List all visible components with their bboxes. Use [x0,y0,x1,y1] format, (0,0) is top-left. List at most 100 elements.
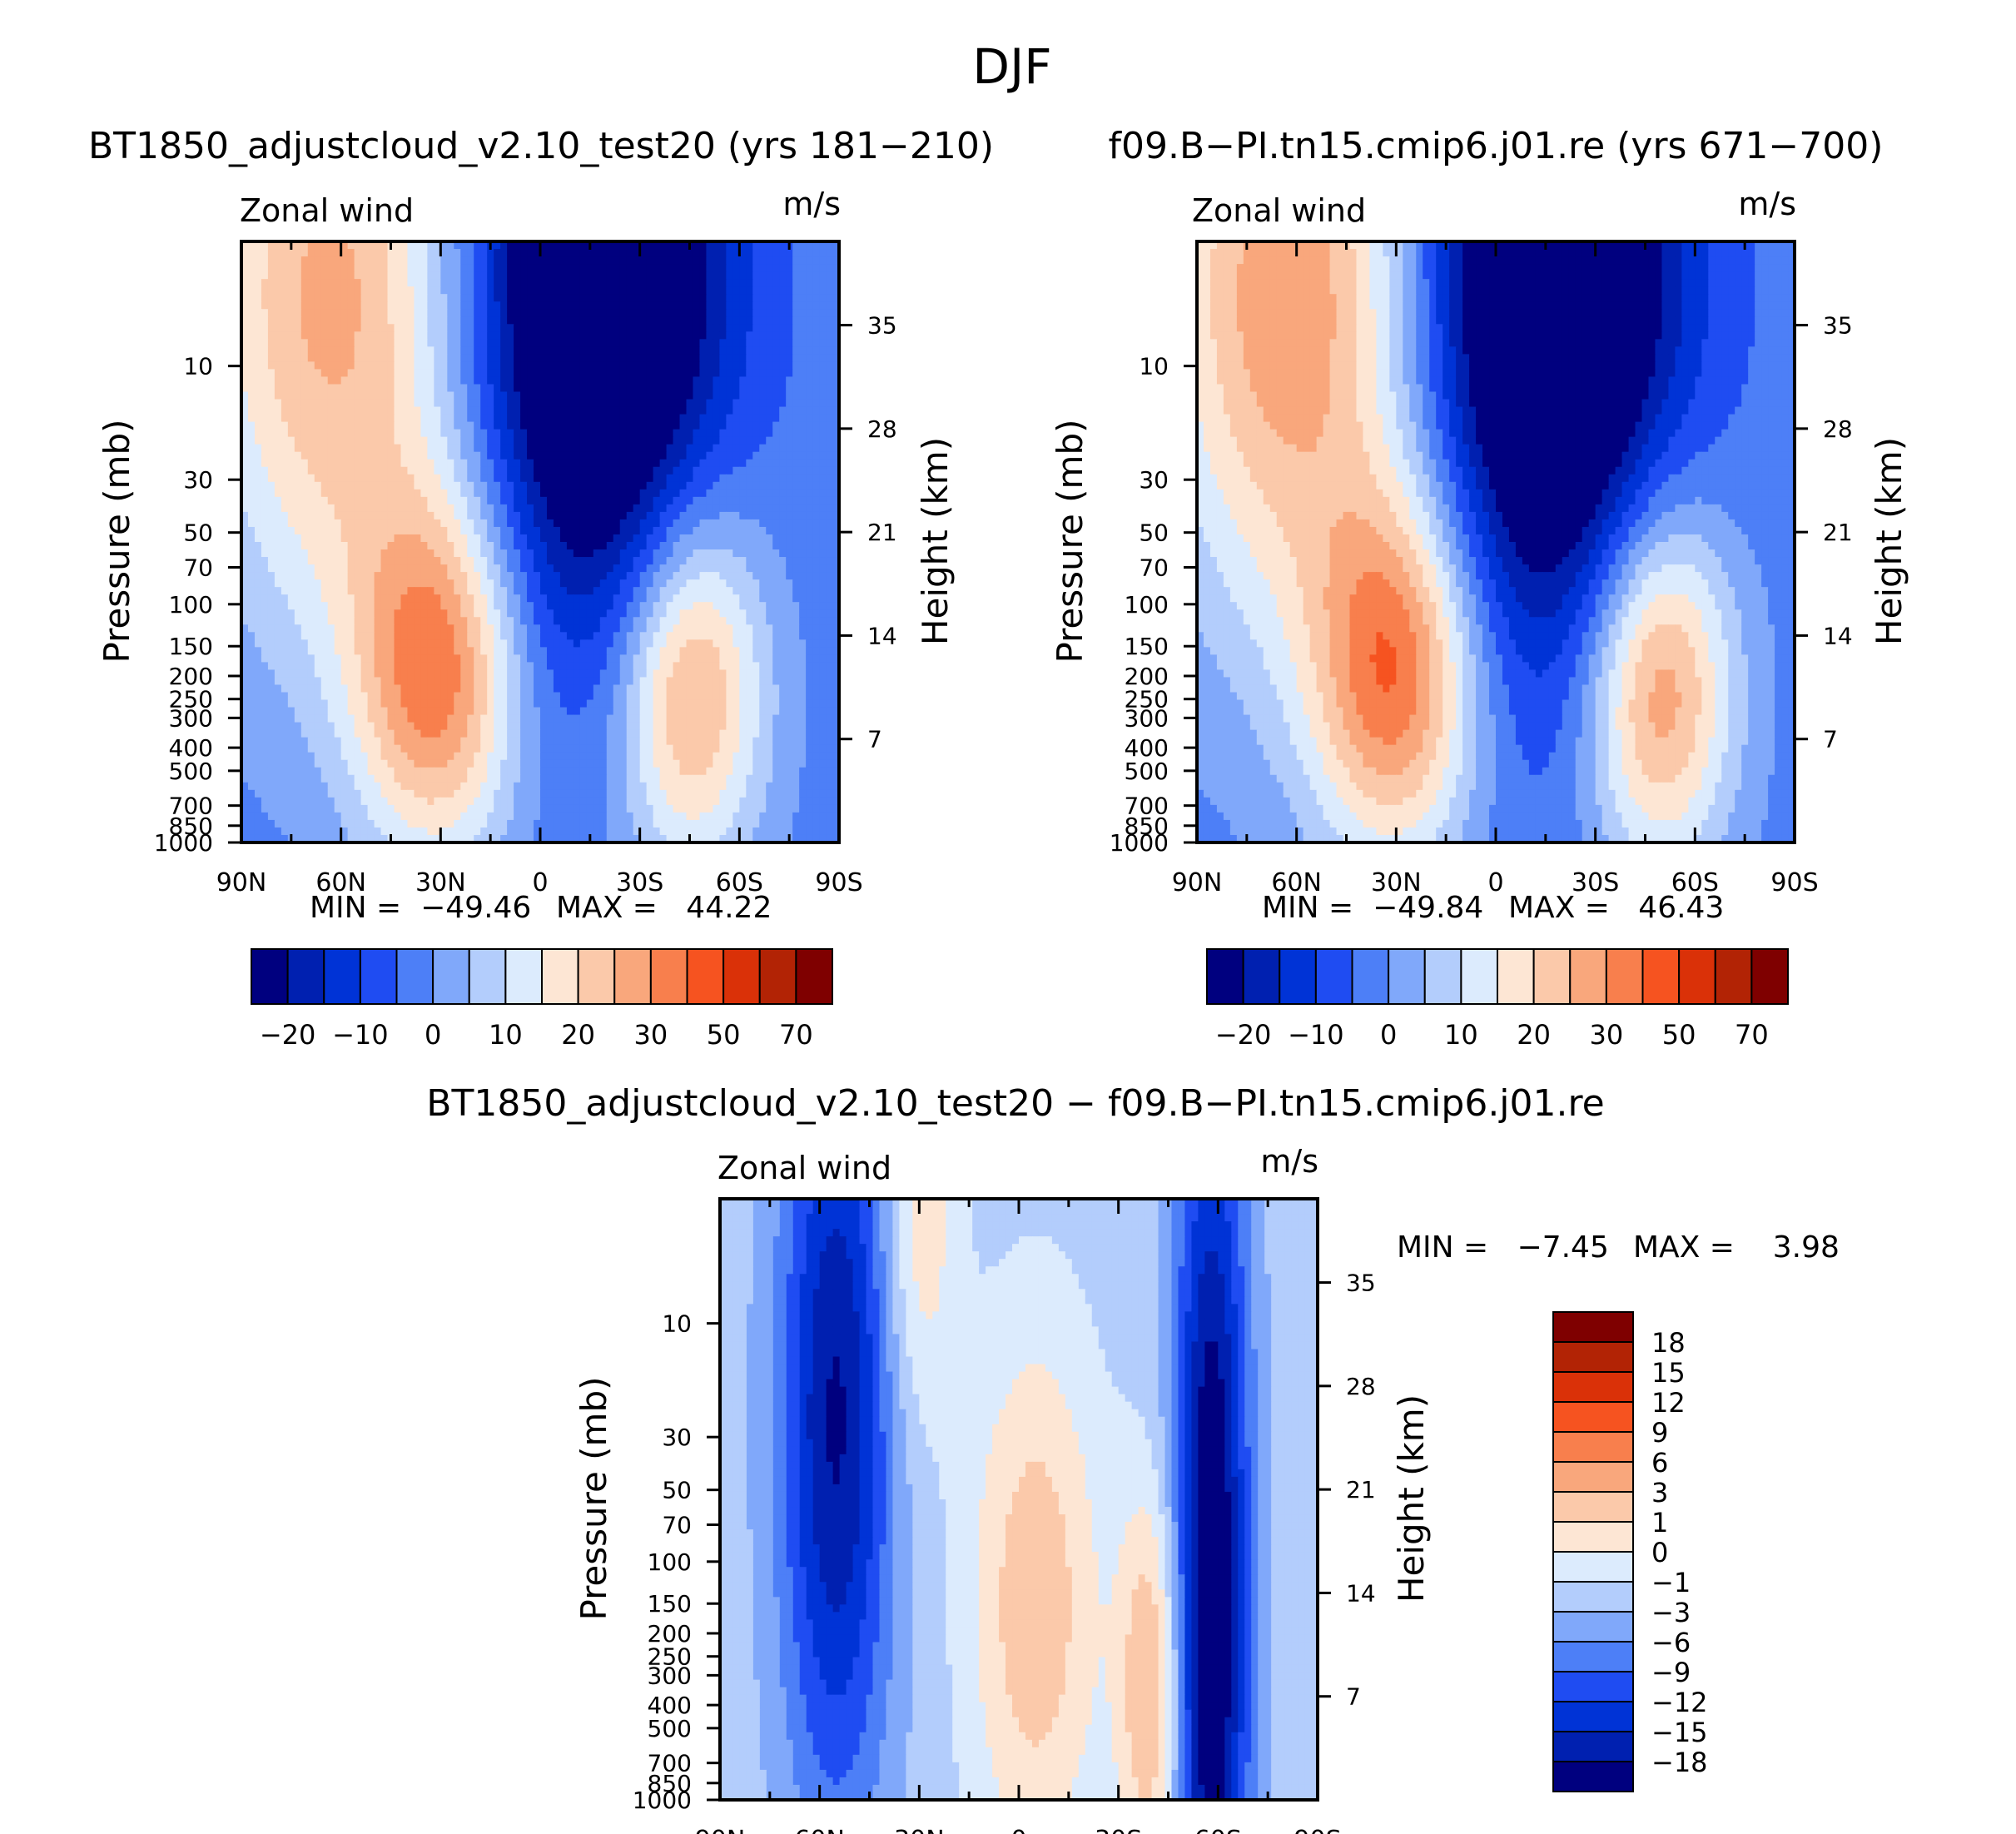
contour-cell [726,587,733,595]
contour-cell [467,504,474,513]
contour-cell [832,594,840,603]
contour-cell [706,602,714,610]
contour-cell [520,384,528,393]
contour-cell [494,384,501,393]
contour-cell [300,579,309,588]
contour-cell [474,241,481,250]
contour-cell [494,376,501,385]
contour-cell [387,429,395,438]
contour-cell [261,557,269,565]
contour-cell [779,526,787,535]
contour-cell [633,617,641,625]
contour-cell [752,369,760,378]
contour-cell [759,369,767,378]
contour-cell [752,331,760,340]
contour-cell [713,339,720,347]
contour-cell [646,249,654,257]
contour-cell [494,369,501,378]
contour-cell [732,406,740,415]
contour-cell [593,241,601,250]
contour-cell [566,286,574,295]
contour-cell [732,647,740,655]
contour-cell [500,436,508,445]
contour-cell [679,406,688,415]
contour-cell [307,301,315,310]
contour-cell [420,549,428,558]
contour-cell [772,474,780,483]
contour-cell [832,557,840,565]
contour-cell [274,624,282,633]
contour-cell [719,602,727,610]
contour-cell [534,549,541,558]
contour-cell [367,466,375,475]
contour-cell [414,241,421,250]
contour-cell [320,294,329,302]
contour-cell [334,249,342,257]
contour-cell [746,354,753,363]
contour-cell [254,489,262,498]
contour-cell [467,354,474,363]
contour-cell [812,331,820,340]
contour-cell [367,639,375,648]
contour-cell [759,617,767,625]
contour-cell [447,436,454,445]
contour-cell [287,609,295,618]
contour-cell [540,421,548,430]
contour-cell [619,406,628,415]
contour-cell [779,459,787,468]
contour-cell [380,331,389,340]
contour-cell [719,256,727,265]
contour-cell [746,331,753,340]
contour-cell [646,384,654,393]
contour-cell [527,639,534,648]
contour-cell [394,594,402,603]
contour-cell [360,451,369,460]
contour-cell [480,519,488,528]
contour-cell [693,511,701,520]
contour-cell [819,241,827,250]
contour-cell [494,647,501,655]
contour-cell [300,617,309,625]
contour-cell [267,309,276,317]
contour-cell [613,339,621,347]
contour-cell [579,647,588,655]
contour-cell [254,406,262,415]
contour-cell [440,346,448,355]
contour-cell [414,279,421,287]
contour-cell [546,587,554,595]
contour-cell [759,474,767,483]
contour-cell [613,647,621,655]
contour-cell [267,654,276,664]
contour-cell [613,602,621,610]
contour-cell [407,279,415,287]
contour-cell [387,617,395,625]
contour-cell [294,264,302,272]
contour-cell [626,496,634,505]
contour-cell [387,526,395,535]
contour-cell [726,459,733,468]
contour-cell [639,429,648,438]
contour-cell [447,617,454,625]
contour-cell [340,346,349,355]
contour-cell [274,609,282,618]
contour-cell [374,241,382,250]
contour-cell [766,572,773,580]
contour-cell [819,406,827,415]
contour-cell [407,331,415,340]
contour-cell [619,526,628,535]
contour-cell [739,391,747,400]
contour-cell [812,324,820,332]
contour-cell [527,286,534,295]
contour-cell [241,511,249,520]
contour-cell [792,534,800,543]
contour-cell [480,384,488,393]
contour-cell [300,339,309,347]
contour-cell [626,489,634,498]
contour-cell [360,361,369,370]
contour-cell [327,474,335,483]
contour-cell [247,587,256,595]
contour-cell [507,279,514,287]
contour-cell [693,496,701,505]
contour-cell [679,414,688,423]
contour-cell [454,572,461,580]
